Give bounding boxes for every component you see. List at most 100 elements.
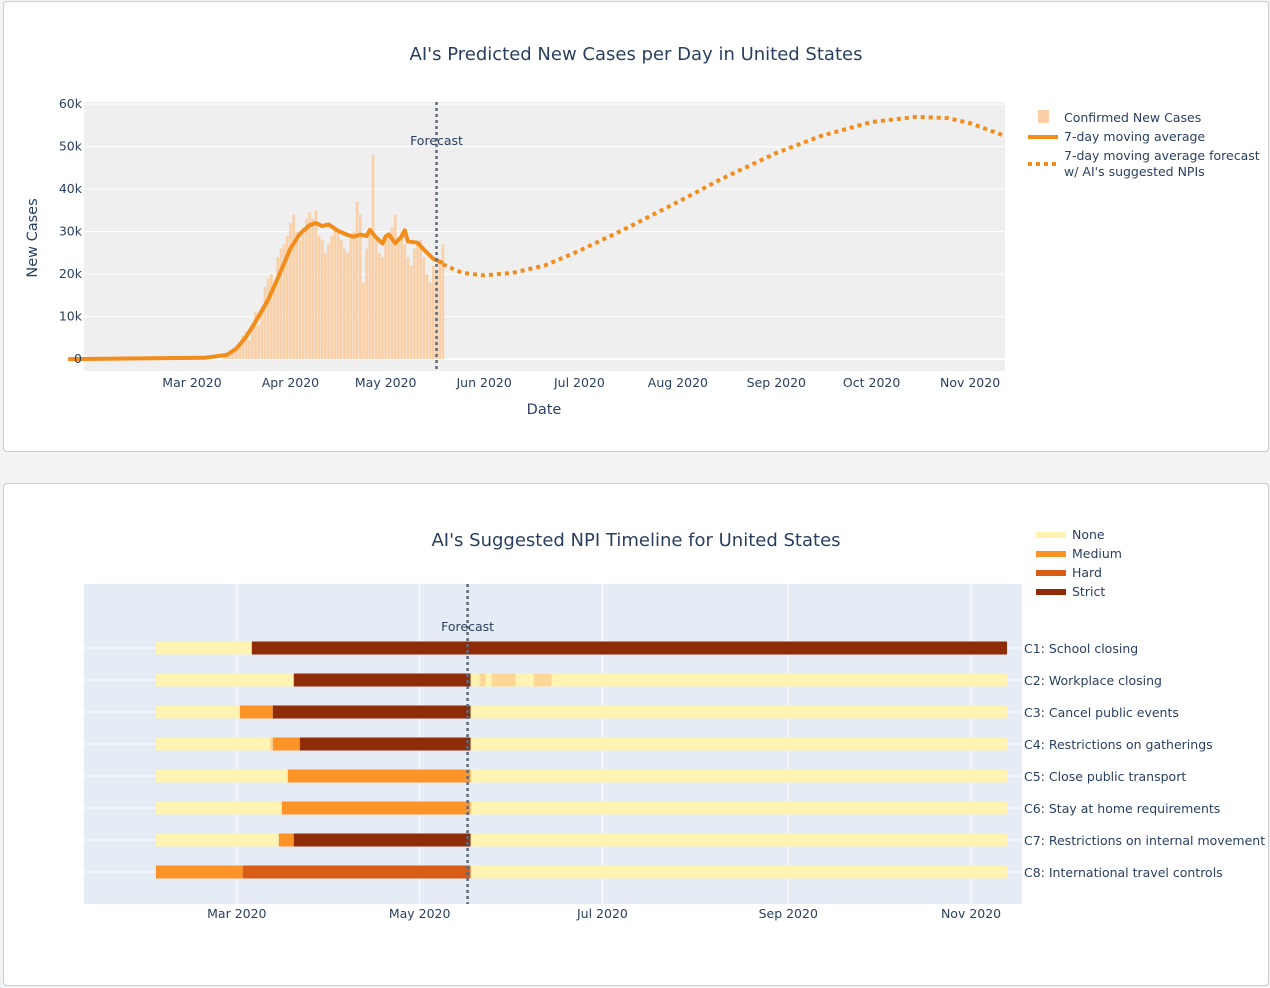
npi-segment: [470, 865, 1008, 879]
cases-gridlines: [84, 103, 1005, 361]
x-tick-label: May 2020: [355, 375, 417, 390]
legend-label: 7-day moving average: [1064, 129, 1205, 144]
x-tick-label: Apr 2020: [262, 375, 319, 390]
bar: [425, 274, 429, 360]
bar: [241, 335, 245, 360]
bar: [343, 248, 346, 360]
bar: [304, 218, 308, 360]
bar: [235, 347, 238, 360]
npi-segment: [155, 705, 240, 719]
bar: [250, 327, 254, 360]
npi-row-label: C2: Workplace closing: [1024, 673, 1162, 688]
x-tick-label: Jun 2020: [455, 375, 511, 390]
npi-segment: [155, 801, 282, 815]
bar: [406, 257, 410, 360]
npi-segment: [155, 641, 252, 655]
bar: [403, 244, 407, 360]
y-tick-label: 50k: [59, 139, 83, 154]
npi-segment: [278, 833, 294, 847]
bar: [279, 248, 283, 360]
bar: [409, 265, 413, 360]
npi-segment: [491, 673, 516, 687]
bar: [438, 261, 442, 360]
legend-label: 7-day moving average forecast: [1064, 148, 1260, 163]
bar: [263, 286, 267, 360]
bar: [225, 355, 229, 360]
x-tick-label: Mar 2020: [207, 906, 266, 921]
cases-lines: [68, 114, 1006, 362]
cases-chart-card: AI's Predicted New Cases per Day in Unit…: [3, 1, 1269, 452]
bar: [393, 214, 397, 360]
npi-timeline-bars: [155, 641, 1008, 879]
npi-row-label: C3: Cancel public events: [1024, 705, 1179, 720]
npi-row-label: C7: Restrictions on internal movement: [1024, 833, 1265, 848]
bar: [260, 308, 264, 360]
bar: [244, 331, 248, 360]
bar: [419, 240, 422, 360]
cases-plot-area: [84, 102, 1005, 371]
bar: [270, 274, 273, 360]
cases-y-ticks: 0 10k 20k 30k 40k 50k 60k: [59, 96, 83, 366]
npi-row-label: C8: International travel controls: [1024, 865, 1223, 880]
bar: [257, 325, 261, 360]
x-tick-label: Mar 2020: [162, 375, 221, 390]
bar: [247, 339, 251, 360]
npi-segment: [272, 737, 300, 751]
bar: [400, 231, 403, 360]
npi-segment: [470, 705, 1008, 719]
x-tick-label: Nov 2020: [940, 375, 1000, 390]
bar: [254, 312, 257, 360]
bar: [352, 231, 356, 360]
npi-segment: [239, 705, 273, 719]
forecast-line-dotted: [442, 114, 1006, 278]
legend-label: Strict: [1072, 584, 1105, 599]
bar: [387, 231, 391, 360]
cases-legend[interactable]: Confirmed New Cases 7-day moving average 7…: [1028, 110, 1260, 179]
bar: [339, 240, 343, 360]
bar: [314, 210, 318, 360]
legend-swatch: [1036, 570, 1066, 576]
npi-segment: [515, 673, 534, 687]
npi-segment: [155, 769, 288, 783]
bar: [431, 265, 435, 360]
npi-segment: [155, 865, 243, 879]
cases-chart: AI's Predicted New Cases per Day in Unit…: [25, 44, 1260, 418]
bar: [358, 214, 362, 360]
bar: [324, 252, 327, 360]
y-tick-label: 30k: [59, 224, 83, 239]
bar: [374, 240, 378, 360]
bar: [371, 155, 375, 360]
x-tick-label: Sep 2020: [759, 906, 818, 921]
y-tick-label: 20k: [59, 266, 83, 281]
x-tick-label: Sep 2020: [747, 375, 806, 390]
legend-swatch-bar: [1038, 110, 1049, 123]
npi-row-label: C4: Restrictions on gatherings: [1024, 737, 1213, 752]
bar: [228, 354, 232, 360]
bar: [327, 244, 330, 360]
npi-segment: [533, 673, 552, 687]
bar: [292, 214, 295, 360]
bar: [365, 248, 369, 360]
x-tick-label: Oct 2020: [843, 375, 900, 390]
bar: [311, 218, 315, 360]
x-tick-label: May 2020: [389, 906, 451, 921]
bar: [416, 244, 419, 360]
forecast-label: Forecast: [441, 619, 494, 634]
npi-segment: [155, 673, 294, 687]
legend-swatch: [1036, 589, 1066, 595]
bar: [355, 201, 359, 360]
bar: [378, 252, 381, 360]
bar: [266, 278, 270, 360]
y-tick-label: 60k: [59, 96, 83, 111]
npi-legend[interactable]: None Medium Hard Strict: [1036, 527, 1122, 599]
bar: [231, 350, 235, 360]
cases-y-axis-title: New Cases: [25, 198, 41, 277]
bar: [397, 240, 400, 360]
bar: [368, 231, 372, 360]
npi-segment: [281, 801, 471, 815]
npi-forecast-line: Forecast: [441, 584, 494, 904]
npi-segment: [155, 737, 270, 751]
y-tick-label: 10k: [59, 309, 83, 324]
npi-segment: [479, 673, 486, 687]
npi-row-labels: C1: School closing C2: Workplace closing C…: [1024, 641, 1265, 880]
